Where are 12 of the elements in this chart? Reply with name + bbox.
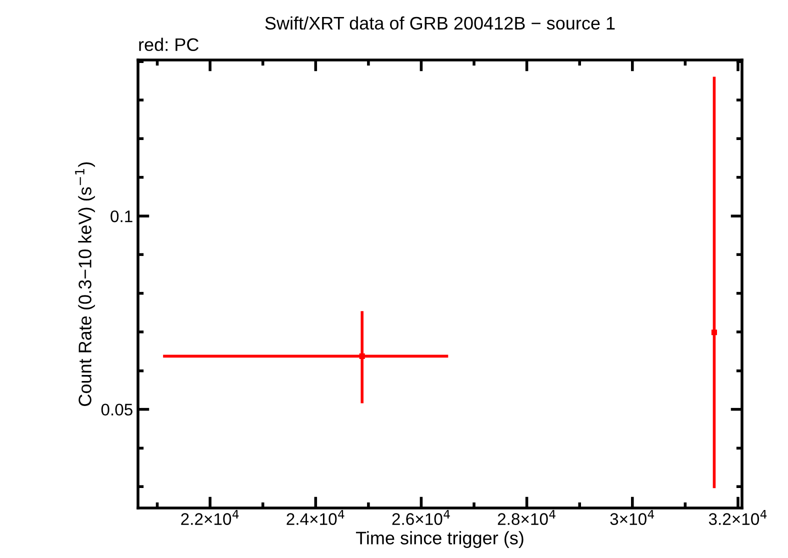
x-tick-label: 3×10$^{4}$ [610, 510, 654, 525]
y-tick-label: 0.05 [101, 404, 132, 416]
chart-title: Swift/XRT data of GRB 200412B − source 1 [265, 16, 615, 30]
x-axis-title: Time since trigger (s) [356, 531, 524, 548]
text: red: PC [139, 38, 199, 52]
y-tick-label: 0.1 [110, 210, 132, 222]
y-axis-title: Count Rate (0.3−10 keV) (s$^{−1}$) [75, 162, 95, 406]
x-tick-label: 2.8×10$^{4}$ [498, 510, 556, 525]
x-tick-label: 2.2×10$^{4}$ [181, 510, 239, 525]
x-tick-label: 2.6×10$^{4}$ [392, 510, 450, 525]
x-tick-label: 3.2×10$^{4}$ [708, 510, 767, 525]
x-tick-label: 2.4×10$^{4}$ [286, 510, 344, 525]
